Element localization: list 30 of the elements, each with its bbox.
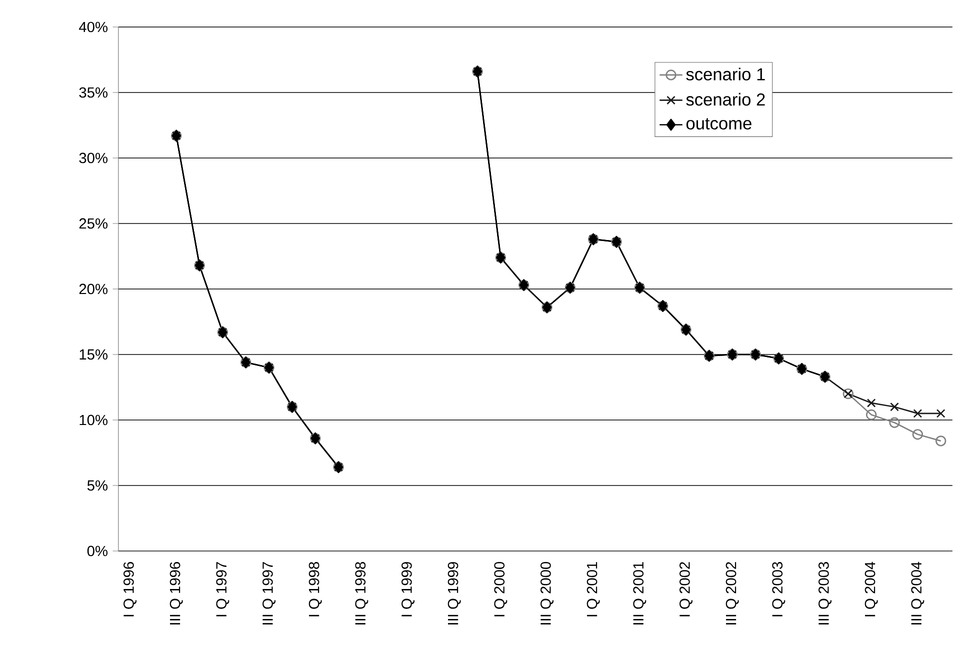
y-tick-label: 25%: [79, 218, 108, 229]
x-tick-label: I Q 2000: [494, 562, 508, 616]
x-tick-label: III Q 1999: [448, 562, 461, 624]
x-tick-label: I Q 1999: [402, 562, 414, 616]
x-tick-label: III Q 2001: [633, 562, 646, 624]
x-tick-label: I Q 2002: [680, 562, 692, 616]
y-tick-label: 5%: [87, 480, 108, 491]
x-tick-label: I Q 1997: [216, 562, 230, 616]
legend-label: scenario 1: [686, 68, 765, 80]
x-tick-label: III Q 2003: [818, 562, 832, 624]
y-tick-label: 40%: [79, 22, 108, 32]
x-tick-label: I Q 2004: [864, 562, 878, 616]
y-tick-label: 20%: [79, 284, 108, 294]
x-tick-label: I Q 2003: [772, 562, 786, 616]
x-tick-label: III Q 1996: [170, 562, 183, 624]
x-tick-label: III Q 1997: [262, 562, 276, 624]
legend-label: scenario 2: [686, 92, 765, 106]
x-tick-label: III Q 2002: [726, 562, 739, 624]
x-tick-label: I Q 1998: [308, 562, 322, 616]
x-tick-label: I Q 2001: [586, 562, 600, 616]
x-tick-label: III Q 2004: [911, 562, 924, 624]
legend-label: outcome: [686, 118, 752, 130]
y-tick-label: 30%: [79, 152, 108, 164]
x-tick-label: I Q 1996: [124, 562, 137, 616]
y-tick-label: 35%: [79, 87, 108, 98]
y-tick-label: 0%: [87, 546, 108, 556]
x-tick-label: III Q 2000: [540, 562, 554, 624]
y-tick-label: 10%: [80, 414, 108, 426]
x-tick-label: III Q 1998: [355, 562, 368, 624]
y-tick-label: 15%: [80, 349, 108, 360]
